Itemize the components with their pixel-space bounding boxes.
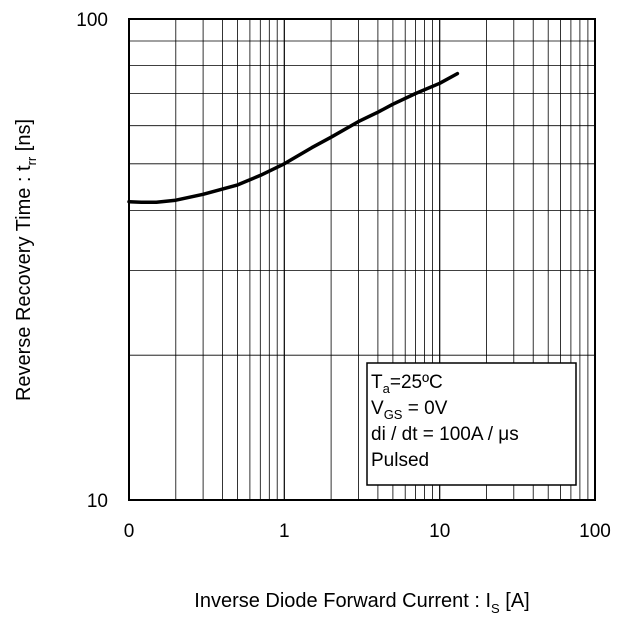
- y-axis-title: Reverse Recovery Time : trr [ns]: [13, 119, 39, 401]
- legend-line: Ta=25ºC: [371, 372, 443, 396]
- x-tick-labels: 0 1 10 100: [124, 521, 611, 542]
- x-axis-title: Inverse Diode Forward Current : IS [A]: [194, 590, 529, 616]
- plot-frame: [128, 18, 596, 501]
- y-tick-label: 10: [87, 491, 108, 512]
- x-tick-label: 100: [579, 521, 611, 542]
- x-tick-label: 0: [124, 521, 135, 542]
- series-layer: [127, 71, 460, 204]
- legend-line: VGS = 0V: [371, 398, 448, 422]
- y-tick-label: 100: [76, 10, 108, 31]
- series-line: [127, 71, 460, 204]
- x-tick-label: 1: [279, 521, 290, 542]
- legend-frame: [366, 362, 577, 486]
- x-tick-label: 10: [429, 521, 450, 542]
- legend-line: Pulsed: [371, 450, 429, 471]
- y-tick-labels: 10 100: [76, 10, 108, 512]
- legend-line: di / dt = 100A / μs: [371, 424, 519, 445]
